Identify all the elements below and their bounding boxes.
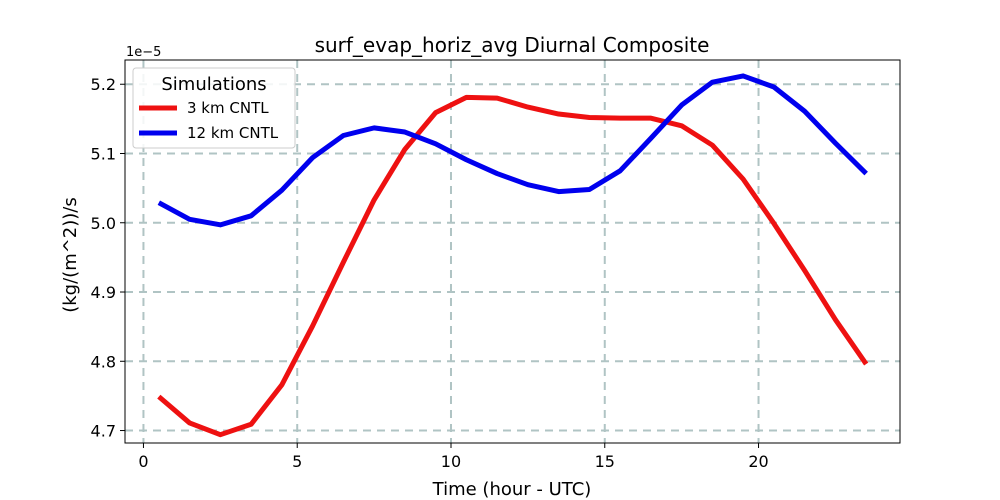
x-tick-label: 5 [292, 452, 302, 471]
y-tick-label: 4.9 [91, 283, 116, 302]
y-tick-label: 4.7 [91, 422, 116, 441]
x-tick-label: 10 [441, 452, 461, 471]
y-tick-label: 5.0 [91, 214, 116, 233]
legend-title: Simulations [161, 74, 266, 95]
legend-entries: 3 km CNTL 12 km CNTL [139, 99, 279, 142]
y-tick-label: 4.8 [91, 352, 116, 371]
x-axis: 0 5 10 15 20 [138, 443, 769, 471]
series-line-12km [157, 73, 868, 228]
legend-entry-label: 12 km CNTL [187, 124, 279, 142]
x-axis-label: Time (hour - UTC) [432, 479, 592, 500]
y-tick-label: 5.2 [91, 75, 116, 94]
y-axis-offset-label: 1e−5 [126, 45, 161, 60]
x-tick-label: 15 [595, 452, 615, 471]
chart-title: surf_evap_horiz_avg Diurnal Composite [315, 33, 710, 57]
series-line-3km [157, 94, 869, 438]
plot-frame [124, 59, 901, 444]
y-axis: 4.7 4.8 4.9 5.0 5.1 5.2 [91, 75, 125, 441]
series-group [157, 73, 869, 438]
x-tick-label: 0 [138, 452, 148, 471]
y-axis-label: (kg/(m^2))/s [60, 197, 81, 313]
legend-box [132, 67, 296, 149]
legend: Simulations 3 km CNTL 12 km CNTL [132, 67, 296, 149]
y-tick-label: 5.1 [91, 144, 116, 163]
legend-entry-label: 3 km CNTL [187, 99, 269, 117]
x-tick-label: 20 [748, 452, 768, 471]
